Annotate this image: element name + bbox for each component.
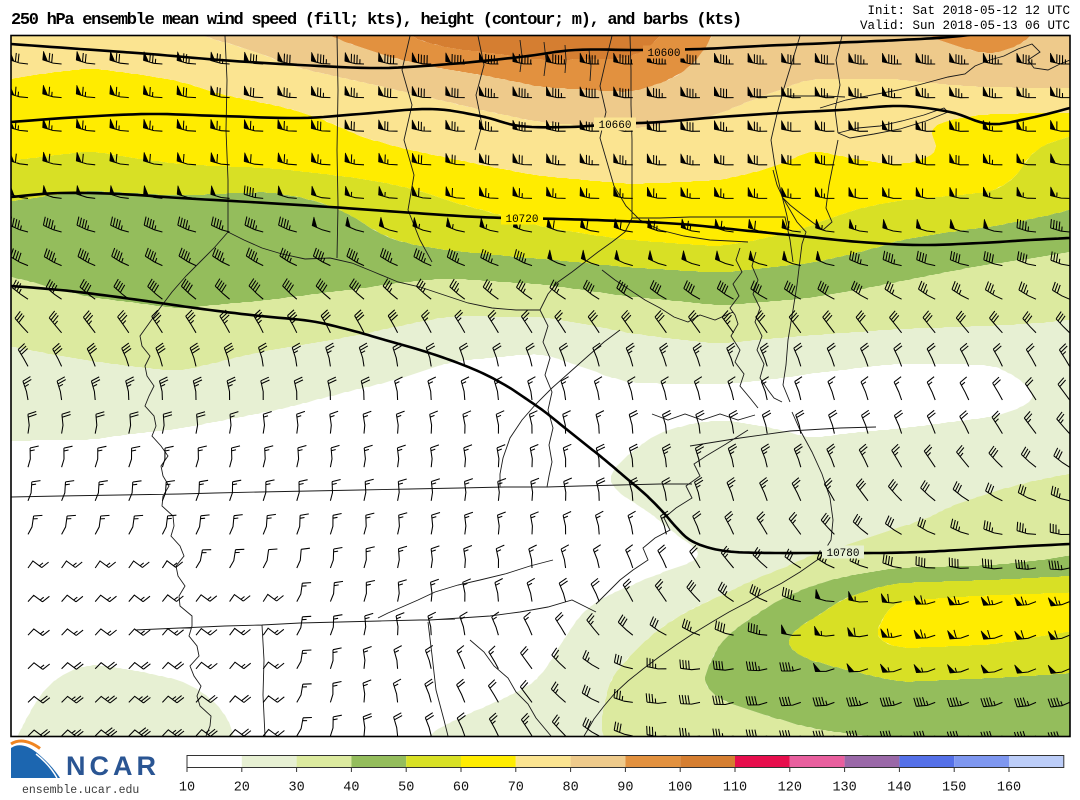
svg-text:10660: 10660 [598, 120, 631, 132]
svg-text:80: 80 [562, 781, 578, 796]
svg-text:40: 40 [343, 781, 359, 796]
svg-text:60: 60 [453, 781, 469, 796]
svg-text:ensemble.ucar.edu: ensemble.ucar.edu [22, 784, 139, 797]
svg-text:100: 100 [668, 781, 692, 796]
svg-text:250 hPa ensemble mean wind spe: 250 hPa ensemble mean wind speed (fill; … [11, 11, 741, 30]
svg-text:10: 10 [179, 781, 195, 796]
svg-text:110: 110 [723, 781, 747, 796]
svg-text:NCAR: NCAR [66, 751, 160, 781]
svg-text:10780: 10780 [826, 548, 859, 560]
svg-text:150: 150 [942, 781, 966, 796]
svg-text:90: 90 [617, 781, 633, 796]
svg-text:130: 130 [832, 781, 856, 796]
svg-text:10720: 10720 [505, 214, 538, 226]
svg-text:160: 160 [997, 781, 1021, 796]
svg-text:50: 50 [398, 781, 414, 796]
svg-text:Init: Sat 2018-05-12 12 UTC: Init: Sat 2018-05-12 12 UTC [867, 4, 1070, 18]
svg-text:120: 120 [778, 781, 802, 796]
svg-text:30: 30 [288, 781, 304, 796]
svg-text:140: 140 [887, 781, 911, 796]
svg-text:Valid: Sun 2018-05-13 06 UTC: Valid: Sun 2018-05-13 06 UTC [860, 19, 1070, 33]
svg-text:10600: 10600 [647, 48, 680, 60]
svg-text:70: 70 [508, 781, 524, 796]
svg-text:20: 20 [234, 781, 250, 796]
